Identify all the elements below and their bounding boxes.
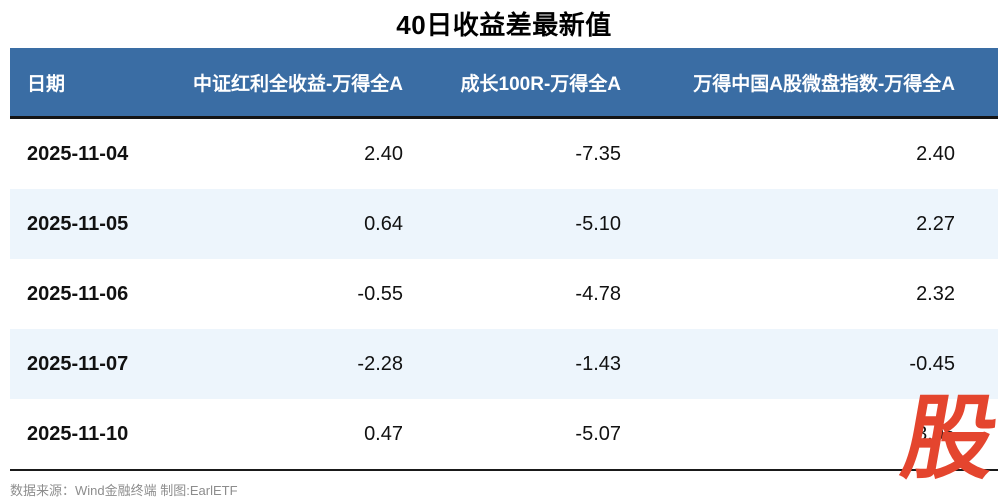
value-cell: 3.05 (916, 422, 955, 445)
value-cell: -0.55 (357, 282, 403, 305)
table-row: 2025-11-06 -0.55 -4.78 2.32 (10, 259, 998, 329)
value-cell: 2.32 (916, 282, 955, 305)
date-cell: 2025-11-10 (27, 422, 129, 445)
col-header-microcap-vs-winda: 万得中国A股微盘指数-万得全A (693, 73, 955, 95)
value-cell: -0.45 (909, 352, 955, 375)
date-cell: 2025-11-05 (27, 212, 129, 235)
date-cell: 2025-11-06 (27, 282, 129, 305)
value-cell: -7.35 (575, 142, 621, 165)
page-title: 40日收益差最新值 (396, 10, 612, 40)
value-cell: -1.43 (575, 352, 621, 375)
date-cell: 2025-11-04 (27, 142, 129, 165)
value-cell: 2.40 (916, 142, 955, 165)
table-row: 2025-11-04 2.40 -7.35 2.40 (10, 119, 998, 189)
value-cell: -5.10 (575, 212, 621, 235)
stock-logo-watermark: 股 (894, 388, 1005, 490)
value-cell: 0.47 (364, 422, 403, 445)
value-cell: -4.78 (575, 282, 621, 305)
table-header-row: 日期 中证红利全收益-万得全A 成长100R-万得全A 万得中国A股微盘指数-万… (10, 48, 998, 119)
value-cell: -5.07 (575, 422, 621, 445)
col-header-dividend-vs-winda: 中证红利全收益-万得全A (192, 73, 403, 95)
table-bottom-rule (10, 469, 998, 471)
table-row: 2025-11-07 -2.28 -1.43 -0.45 (10, 329, 998, 399)
col-header-growth100r-vs-winda: 成长100R-万得全A (460, 73, 621, 95)
table-row: 2025-11-10 0.47 -5.07 3.05 (10, 399, 998, 469)
col-header-date: 日期 (27, 73, 66, 95)
returns-table: 日期 中证红利全收益-万得全A 成长100R-万得全A 万得中国A股微盘指数-万… (10, 48, 998, 469)
value-cell: 2.40 (364, 142, 403, 165)
table-row: 2025-11-05 0.64 -5.10 2.27 (10, 189, 998, 259)
value-cell: -2.28 (357, 352, 403, 375)
value-cell: 0.64 (364, 212, 403, 235)
source-note: 数据来源：Wind金融终端 制图:EarlETF (10, 483, 238, 498)
date-cell: 2025-11-07 (27, 352, 129, 375)
value-cell: 2.27 (916, 212, 955, 235)
